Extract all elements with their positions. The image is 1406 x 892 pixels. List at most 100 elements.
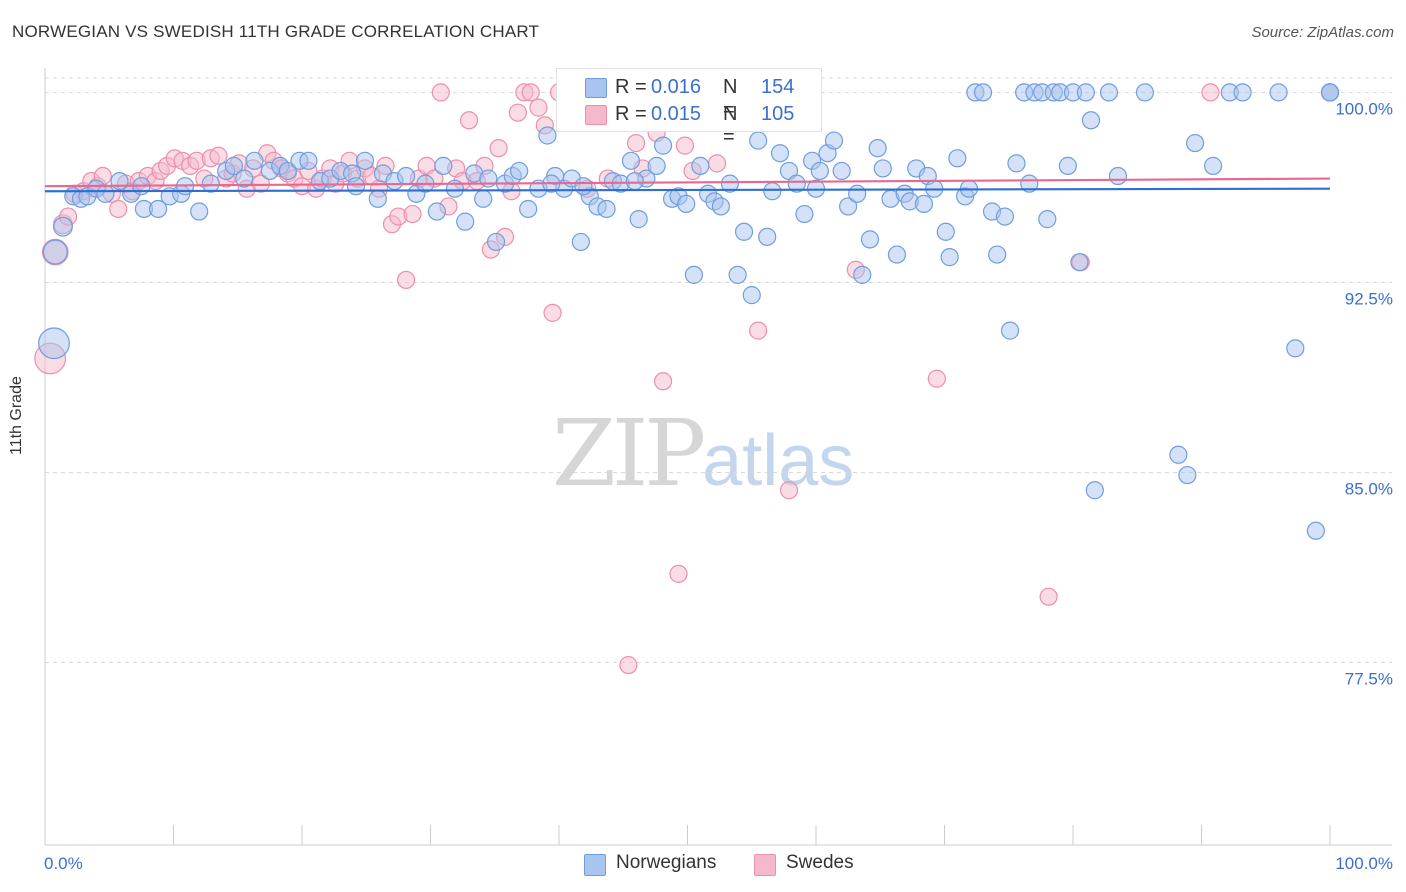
norwegian-point — [936, 222, 955, 241]
swede-point — [675, 136, 695, 155]
norwegian-point — [1178, 465, 1197, 485]
norwegian-point — [832, 161, 851, 181]
norwegian-point — [235, 169, 254, 188]
swede-point — [543, 303, 562, 322]
tick-labels: 77.5% 85.0% 92.5% 100.0% 0.0% 100.0% — [44, 99, 1393, 873]
swede-point — [209, 146, 228, 165]
norwegian-point — [597, 199, 616, 219]
watermark-zip: ZIP — [552, 400, 706, 507]
swede-point — [653, 372, 673, 391]
norwegian-point — [728, 265, 747, 284]
norwegian-point — [396, 166, 416, 186]
watermark-atlas: atlas — [702, 421, 855, 501]
norwegian-point — [887, 245, 907, 264]
norwegian-point — [629, 210, 648, 229]
norwegian-point — [1076, 83, 1095, 102]
norwegian-point — [456, 212, 475, 231]
swede-point — [626, 133, 646, 153]
norwegian-point — [787, 174, 806, 193]
norwegian-point — [1000, 321, 1020, 340]
legend-r-label: R = — [615, 103, 647, 125]
norwegian-point — [474, 189, 493, 208]
norwegian-point — [510, 161, 529, 181]
axis-layer — [44, 68, 1392, 846]
legend-swatch-swedes — [754, 854, 776, 876]
norwegian-point — [148, 199, 168, 219]
swede-point — [529, 98, 548, 117]
swede-point — [109, 199, 128, 219]
norwegian-point — [201, 174, 220, 193]
swede-point — [459, 111, 479, 130]
norwegian-point — [848, 184, 867, 203]
norwegian-point — [734, 222, 754, 241]
norwegian-point — [691, 156, 710, 175]
norwegian-point — [1108, 166, 1128, 186]
norwegian-point — [742, 286, 761, 305]
swede-point — [1201, 83, 1220, 102]
swede-point — [779, 481, 799, 500]
norwegian-point — [1203, 156, 1223, 175]
swede-point — [749, 321, 768, 340]
chart-title: NORWEGIAN VS SWEDISH 11TH GRADE CORRELAT… — [12, 22, 540, 41]
legend-n-label: N = — [723, 76, 738, 121]
norwegian-point — [860, 230, 880, 249]
norwegian-point — [1135, 83, 1155, 102]
legend-r-label: R = — [615, 76, 647, 98]
legend-n-value: 105 — [761, 103, 795, 125]
stats-legend: R = 0.016 N = 154 R = 0.015 N = 105 — [556, 68, 822, 148]
swede-point — [619, 655, 638, 675]
y-tick-label: 85.0% — [1345, 480, 1393, 499]
norwegian-point — [621, 151, 641, 170]
norwegian-point — [427, 202, 447, 221]
x-tick-label: 0.0% — [44, 854, 83, 873]
norwegian-point — [1099, 83, 1119, 102]
y-tick-label: 100.0% — [1335, 99, 1393, 118]
swede-point — [927, 369, 946, 388]
y-tick-label: 77.5% — [1345, 670, 1393, 689]
legend-n-value: 154 — [761, 76, 795, 98]
norwegian-point — [940, 248, 959, 267]
norwegian-point — [973, 83, 993, 102]
norwegian-point — [368, 189, 387, 208]
norwegian-point — [677, 194, 696, 214]
norwegian-point — [1085, 481, 1104, 500]
norwegian-point — [839, 197, 858, 216]
norwegian-point — [1320, 83, 1340, 102]
norwegian-point — [1306, 521, 1325, 540]
swede-point — [403, 204, 422, 224]
norwegian-point — [684, 265, 704, 284]
legend-swatch-norwegians — [584, 854, 606, 876]
legend-label-swedes: Swedes — [786, 852, 854, 873]
swede-point — [251, 174, 270, 193]
norwegian-point — [647, 156, 666, 175]
norwegian-point — [758, 227, 777, 246]
norwegian-point — [434, 156, 453, 175]
swede-point — [1039, 587, 1058, 606]
norwegian-point — [1038, 210, 1057, 229]
norwegian-point — [948, 149, 967, 168]
norwegian-point — [1081, 111, 1101, 130]
y-tick-label: 92.5% — [1345, 289, 1393, 308]
norwegian-point — [278, 161, 297, 181]
norwegian-point — [1286, 339, 1305, 358]
norwegian-point — [519, 199, 538, 219]
norwegians-trend-line — [44, 187, 1331, 193]
norwegian-point — [1169, 445, 1188, 464]
norwegian-point — [1185, 133, 1205, 153]
legend-r-value: 0.016 — [651, 76, 702, 98]
norwegian-point — [42, 239, 68, 265]
norwegian-point — [224, 156, 243, 175]
norwegian-point — [763, 182, 782, 201]
norwegian-point — [653, 136, 673, 155]
norwegian-point — [914, 194, 934, 214]
norwegian-point — [988, 245, 1007, 264]
norwegian-point — [625, 171, 644, 191]
source-label: Source: ZipAtlas.com — [1251, 24, 1394, 41]
swede-point — [521, 83, 540, 102]
norwegian-point — [711, 197, 731, 216]
x-tick-label: 100.0% — [1335, 854, 1393, 873]
swede-point — [707, 154, 727, 173]
norwegian-point — [1233, 83, 1252, 102]
norwegian-point — [1007, 154, 1026, 173]
